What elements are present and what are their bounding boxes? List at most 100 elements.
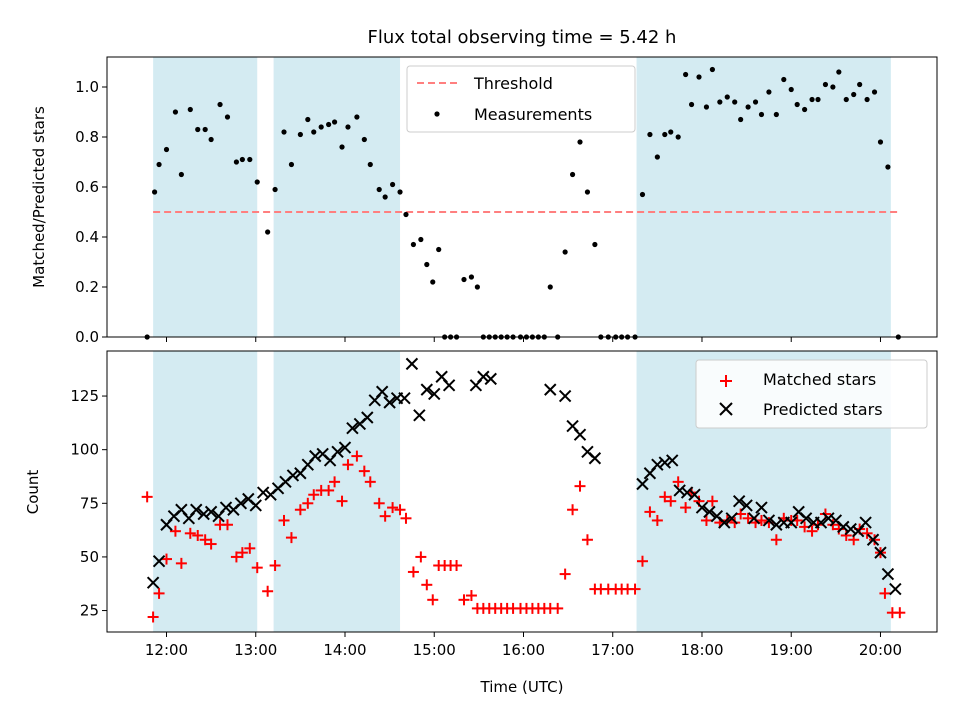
matched-star-point: [236, 547, 248, 559]
matched-star-point: [879, 587, 891, 599]
measurement-point: [151, 189, 158, 195]
matched-star-point: [192, 529, 204, 541]
measurement-point: [247, 156, 253, 163]
matched-star-point: [415, 551, 427, 563]
measurement-point: [354, 114, 360, 120]
top-y-tick-label: 0.8: [75, 128, 99, 146]
measurement-point: [647, 131, 653, 138]
measurement-point: [339, 144, 345, 150]
ratio-panel: 0.0 0.2 0.4 0.6 0.8 1.0 Matched/Predicted sta…: [30, 56, 938, 346]
top-legend: Threshold Measurements: [406, 65, 636, 133]
predicted-star-point: [755, 501, 768, 514]
predicted-star-point: [874, 546, 887, 559]
measurement-point: [288, 161, 295, 168]
matched-star-point: [251, 562, 263, 574]
measurement-point: [592, 241, 598, 248]
matched-star-point: [205, 538, 217, 550]
chart-title: Flux total observing time = 5.42 h: [368, 27, 677, 48]
measurement-point: [389, 181, 396, 188]
measurement-point: [461, 276, 467, 283]
measurement-point: [474, 284, 480, 290]
predicted-star-point: [331, 445, 344, 459]
measurement-point: [318, 124, 324, 130]
matched-star-point: [387, 502, 399, 514]
top-y-axis-ticks: 0.0 0.2 0.4 0.6 0.8 1.0: [75, 78, 107, 346]
predicted-star-point: [256, 486, 270, 499]
measurement-point: [547, 284, 553, 290]
measurement-point: [688, 101, 695, 108]
measurement-point: [877, 139, 884, 145]
measurement-point: [418, 236, 424, 243]
matched-star-point: [147, 611, 159, 623]
predicted-star-point: [249, 499, 262, 512]
predicted-star-point: [442, 379, 456, 392]
matched-star-point: [400, 512, 412, 524]
predicted-star-point: [234, 497, 248, 510]
measurement-point: [683, 71, 689, 78]
measurements-legend-label: Measurements: [474, 105, 592, 124]
matched-star-point: [160, 553, 172, 565]
matched-star-point: [308, 489, 320, 501]
bottom-x-tick-label: 16:00: [502, 641, 545, 659]
top-observing-window: [153, 57, 258, 337]
top-x-axis-ticks: [165, 337, 881, 342]
matched-star-point: [644, 506, 656, 518]
measurement-point: [885, 164, 891, 170]
matched-star-point: [559, 568, 571, 580]
measurement-point: [654, 154, 660, 160]
measurement-point: [195, 126, 201, 133]
predicted-star-point: [822, 512, 835, 525]
measurement-point: [639, 191, 646, 198]
measurement-point: [864, 96, 870, 103]
matched-star-point: [840, 529, 852, 541]
bottom-x-tick-label: 12:00: [145, 641, 188, 659]
measurement-point: [724, 94, 730, 100]
matched-star-point: [421, 579, 433, 591]
matched-star-point: [184, 527, 196, 539]
predicted-star-point: [718, 516, 731, 529]
measurement-point: [367, 161, 373, 168]
measurement-point: [584, 189, 591, 195]
predicted-star-point: [732, 494, 746, 508]
measurement-point: [208, 136, 214, 143]
measurement-point: [675, 134, 681, 140]
matched-star-point: [659, 491, 671, 503]
measurements-legend-swatch: [434, 111, 440, 117]
matched-star-point: [221, 519, 233, 531]
predicted-star-point: [703, 505, 716, 519]
measurement-point: [178, 171, 184, 178]
predicted-star-point: [799, 512, 813, 525]
bottom-legend: Matched stars Predicted stars: [695, 359, 928, 429]
bottom-y-tick-label: 50: [80, 548, 99, 566]
measurement-point: [239, 156, 245, 163]
bottom-x-tick-label: 13:00: [234, 641, 277, 659]
matched-star-point: [451, 560, 463, 572]
matched-star-point: [175, 557, 187, 569]
measurement-point: [851, 91, 857, 98]
matched-star-point: [581, 534, 593, 546]
measurement-point: [871, 89, 878, 95]
measurement-point: [172, 109, 179, 115]
measurement-point: [809, 96, 815, 103]
matched-star-point: [358, 465, 370, 477]
bottom-x-axis-label: Time (UTC): [480, 678, 564, 696]
measurement-point: [696, 74, 702, 80]
measurement-point: [297, 131, 303, 138]
matched-star-point: [665, 495, 677, 507]
predicted-star-point: [688, 488, 701, 501]
matched-star-point: [861, 527, 873, 539]
predicted-star-point: [219, 501, 233, 514]
matched-star-point: [294, 504, 306, 516]
measurement-point: [217, 101, 223, 108]
bottom-y-tick-label: 125: [70, 387, 99, 405]
measurement-point: [815, 96, 821, 103]
measurement-point: [857, 81, 863, 88]
measurement-point: [376, 186, 382, 193]
measurement-point: [836, 69, 842, 75]
predicted-star-point: [844, 522, 857, 536]
measurement-point: [202, 126, 208, 133]
matched-star-point: [379, 510, 391, 522]
measurement-point: [311, 129, 317, 135]
matched-star-point: [680, 502, 692, 514]
